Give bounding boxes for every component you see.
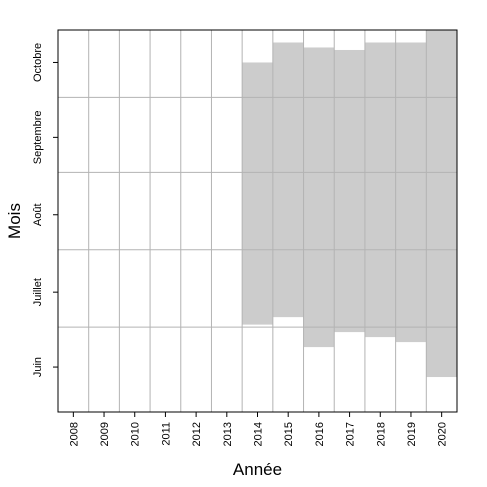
x-tick-label: 2008 — [68, 422, 80, 446]
range-bar-2015 — [272, 42, 304, 318]
y-tick-label: Septembre — [32, 110, 44, 164]
x-tick-label: 2020 — [437, 422, 449, 446]
y-tick-label: Août — [32, 203, 44, 226]
x-tick-label: 2015 — [283, 422, 295, 446]
x-tick-label: 2013 — [222, 422, 234, 446]
x-tick-label: 2016 — [314, 422, 326, 446]
ticks-layer — [53, 61, 443, 417]
range-bar-2017 — [334, 49, 365, 333]
x-tick-label: 2011 — [160, 422, 172, 446]
y-tick-label: Juillet — [32, 278, 44, 306]
x-tick-label: 2017 — [345, 422, 357, 446]
bars-layer — [242, 30, 457, 378]
range-bar-2014 — [242, 62, 273, 325]
range-bar-2020 — [426, 30, 457, 378]
x-tick-label: 2014 — [253, 422, 265, 446]
range-bar-2016 — [303, 47, 335, 348]
y-axis-title: Mois — [5, 203, 24, 239]
range-bar-2018 — [364, 42, 396, 338]
range-bar-2019 — [395, 42, 427, 343]
x-tick-label: 2009 — [99, 422, 111, 446]
grid-layer — [58, 30, 457, 412]
x-tick-label: 2010 — [130, 422, 142, 446]
x-tick-label: 2019 — [406, 422, 418, 446]
y-tick-label: Juin — [32, 357, 44, 377]
x-tick-label: 2012 — [191, 422, 203, 446]
labels-layer: Juin Juillet Août Septembre Octobre 2008 2009 2… — [32, 43, 449, 447]
x-axis-title: Année — [233, 460, 282, 479]
x-tick-label: 2018 — [375, 422, 387, 446]
y-tick-label: Octobre — [32, 43, 44, 82]
